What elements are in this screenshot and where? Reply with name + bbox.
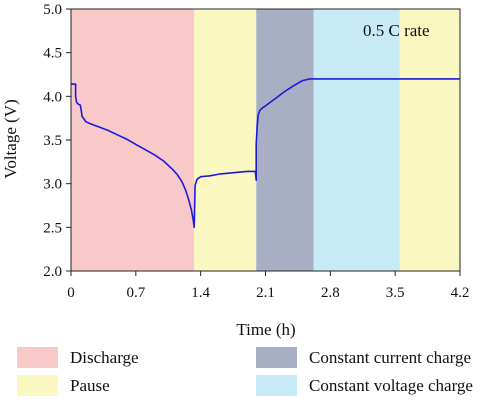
- y-axis-title: Voltage (V): [1, 99, 20, 178]
- legend-label-0: Discharge: [70, 348, 139, 367]
- legend-swatch-1: [17, 375, 58, 396]
- ticks: 0 0.7 1.4 2.1 2.8 3.5 4.2 2.0 2.5 3.0 3.5 4.0 4.5 5.0: [43, 2, 469, 301]
- phase-band-4: [399, 9, 460, 271]
- phase-band-1: [194, 9, 257, 271]
- y-tick-label-3: 3.5: [43, 133, 62, 149]
- legend-swatch-2: [256, 347, 297, 368]
- y-tick-label-4: 4.0: [43, 89, 62, 105]
- x-tick-label-6: 4.2: [451, 285, 470, 301]
- phase-band-0: [71, 9, 195, 271]
- legend-label-3: Constant voltage charge: [309, 376, 473, 395]
- legend-label-1: Pause: [70, 376, 110, 395]
- y-tick-label-2: 3.0: [43, 177, 62, 193]
- x-axis-title: Time (h): [236, 320, 295, 339]
- x-tick-label-4: 2.8: [321, 285, 340, 301]
- phase-band-3: [313, 9, 400, 271]
- series-line-0: [71, 78, 460, 229]
- phase-band-2: [256, 9, 314, 271]
- legend-swatch-3: [256, 375, 297, 396]
- y-tick-label-6: 5.0: [43, 2, 62, 18]
- annotation-rate: 0.5 C rate: [363, 21, 430, 40]
- y-tick-label-5: 4.5: [43, 46, 62, 62]
- x-tick-label-0: 0: [67, 285, 75, 301]
- x-tick-label-3: 2.1: [256, 285, 275, 301]
- voltage-series: [71, 78, 460, 229]
- x-tick-label-2: 1.4: [191, 285, 210, 301]
- phase-bands: [71, 9, 460, 271]
- legend-swatch-0: [17, 347, 58, 368]
- legend: Discharge Pause Constant current charge Con…: [17, 347, 473, 396]
- y-tick-label-0: 2.0: [43, 264, 62, 280]
- legend-label-2: Constant current charge: [309, 348, 471, 367]
- y-tick-label-1: 2.5: [43, 220, 62, 236]
- x-tick-label-1: 0.7: [126, 285, 145, 301]
- x-tick-label-5: 3.5: [386, 285, 405, 301]
